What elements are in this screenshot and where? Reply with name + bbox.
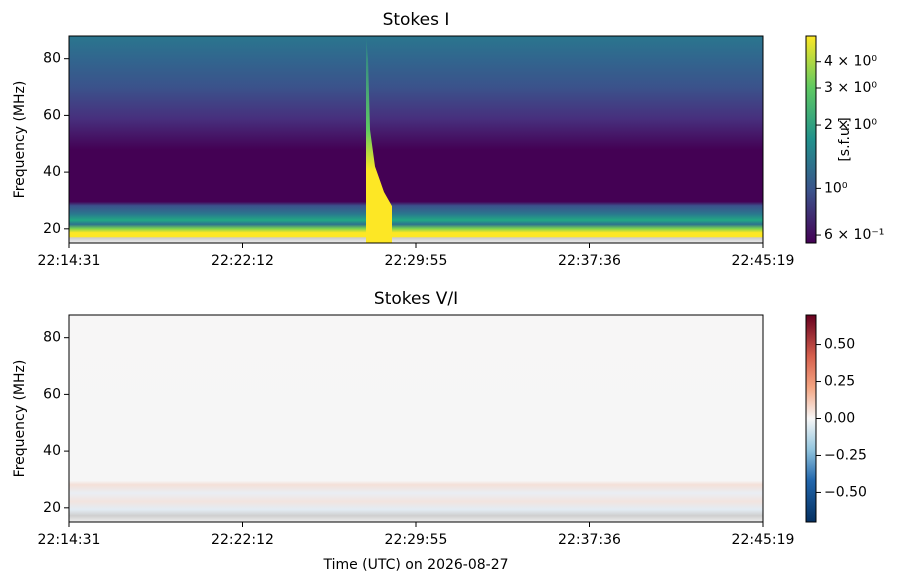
x-tick-label: 22:37:36 xyxy=(558,253,621,269)
x-tick-label: 22:37:36 xyxy=(558,532,621,548)
y-tick-label: 60 xyxy=(43,107,61,123)
y-tick-label: 40 xyxy=(43,443,61,459)
y-tick-label: 80 xyxy=(43,330,61,346)
colorbar-label: [s.f.u.] xyxy=(837,117,853,161)
x-tick-label: 22:14:31 xyxy=(38,253,101,269)
colorbar xyxy=(805,35,817,244)
colorbar-tick-label: −0.25 xyxy=(824,447,867,463)
x-tick-label: 22:45:19 xyxy=(732,532,795,548)
y-tick-label: 40 xyxy=(43,164,61,180)
x-tick-label: 22:22:12 xyxy=(211,253,274,269)
colorbar-tick-label: 4 × 10⁰ xyxy=(824,54,877,70)
y-tick-label: 80 xyxy=(43,51,61,67)
y-tick-label: 60 xyxy=(43,386,61,402)
colorbar-tick-label: 2 × 10⁰ xyxy=(824,117,877,133)
colorbar-tick-label: 10⁰ xyxy=(824,180,848,196)
burst xyxy=(366,36,392,243)
x-tick-label: 22:29:55 xyxy=(385,532,448,548)
colorbar-tick-label: 0.25 xyxy=(824,374,855,390)
colorbar-tick-label: 3 × 10⁰ xyxy=(824,80,877,96)
x-tick-label: 22:45:19 xyxy=(732,253,795,269)
plot-title: Stokes I xyxy=(383,10,450,30)
y-axis-label: Frequency (MHz) xyxy=(12,81,28,199)
x-tick-label: 22:22:12 xyxy=(211,532,274,548)
y-tick-label: 20 xyxy=(43,221,61,237)
x-tick-label: 22:14:31 xyxy=(38,532,101,548)
y-tick-label: 20 xyxy=(43,500,61,516)
colorbar-tick-label: 0.00 xyxy=(824,411,855,427)
colorbar xyxy=(805,314,817,523)
x-axis-label: Time (UTC) on 2026-08-27 xyxy=(322,557,508,573)
plot-title: Stokes V/I xyxy=(374,289,458,309)
colorbar-tick-label: 6 × 10⁻¹ xyxy=(824,227,884,243)
colorbar-tick-label: −0.50 xyxy=(824,484,867,500)
heatmap xyxy=(69,315,763,522)
heatmap xyxy=(69,36,763,243)
y-axis-label: Frequency (MHz) xyxy=(12,360,28,478)
colorbar-tick-label: 0.50 xyxy=(824,337,855,353)
x-tick-label: 22:29:55 xyxy=(385,253,448,269)
